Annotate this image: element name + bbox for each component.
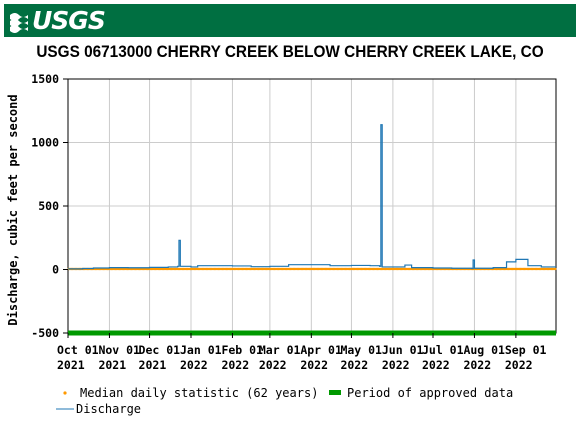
y-tick-label: 500 xyxy=(38,199,59,213)
x-tick-label-year: 2022 xyxy=(505,358,533,372)
y-tick-label: -500 xyxy=(31,326,59,340)
x-tick-label-year: 2021 xyxy=(139,358,167,372)
x-tick-label: Apr 01 xyxy=(300,343,342,357)
y-tick-label: 0 xyxy=(52,263,59,277)
median-marker-icon xyxy=(63,391,67,395)
legend-item-median: Median daily statistic (62 years) xyxy=(60,386,318,400)
x-tick-label: Jun 01 xyxy=(382,343,424,357)
x-tick-label: Nov 01 xyxy=(98,343,140,357)
logo-text: USGS xyxy=(32,6,106,35)
x-tick-label: May 01 xyxy=(340,343,382,357)
legend-item-approved: Period of approved data xyxy=(329,386,513,400)
x-tick-label-year: 2021 xyxy=(98,358,126,372)
x-tick-label: Dec 01 xyxy=(139,343,181,357)
usgs-wave-icon xyxy=(10,12,28,33)
x-tick-label-year: 2022 xyxy=(259,358,287,372)
median-layer xyxy=(67,267,557,271)
series-layer xyxy=(68,124,556,270)
grid-lines xyxy=(67,78,556,334)
x-tick-label-year: 2022 xyxy=(382,358,410,372)
y-tick-label: 1000 xyxy=(31,136,59,150)
usgs-logo[interactable]: USGS xyxy=(8,6,106,35)
x-tick-label: Sep 01 xyxy=(505,343,547,357)
approved-band-layer xyxy=(68,330,556,336)
approved-swatch-icon xyxy=(329,390,341,395)
x-tick-label: Feb 01 xyxy=(221,343,263,357)
x-tick-label-year: 2022 xyxy=(300,358,328,372)
y-axis-ticks: -500 0 500 1000 1500 xyxy=(31,72,68,340)
x-tick-label: Mar 01 xyxy=(259,343,301,357)
x-tick-label: Aug 01 xyxy=(463,343,505,357)
legend-label-discharge: Discharge xyxy=(76,402,142,416)
x-tick-label: Oct 01 xyxy=(57,343,99,357)
legend-label-approved: Period of approved data xyxy=(347,386,514,400)
x-tick-label-year: 2022 xyxy=(463,358,491,372)
x-tick-label-year: 2021 xyxy=(57,358,85,372)
y-axis-label: Discharge, cubic feet per second xyxy=(6,94,20,325)
x-tick-label: Jan 01 xyxy=(180,343,222,357)
approved-data-band xyxy=(68,330,556,336)
x-tick-label-year: 2022 xyxy=(422,358,450,372)
x-tick-label-year: 2022 xyxy=(221,358,249,372)
y-tick-label: 1500 xyxy=(31,72,59,86)
median-point xyxy=(554,267,557,271)
x-tick-label: Jul 01 xyxy=(422,343,464,357)
x-tick-label-year: 2022 xyxy=(340,358,368,372)
legend-item-discharge: Discharge xyxy=(56,402,141,416)
legend-label-median: Median daily statistic (62 years) xyxy=(80,386,319,400)
usgs-banner: USGS xyxy=(4,4,576,37)
page-title: USGS 06713000 CHERRY CREEK BELOW CHERRY … xyxy=(36,43,544,61)
discharge-series-line xyxy=(68,124,556,270)
x-tick-label-year: 2022 xyxy=(180,358,208,372)
discharge-line-icon xyxy=(56,408,74,410)
